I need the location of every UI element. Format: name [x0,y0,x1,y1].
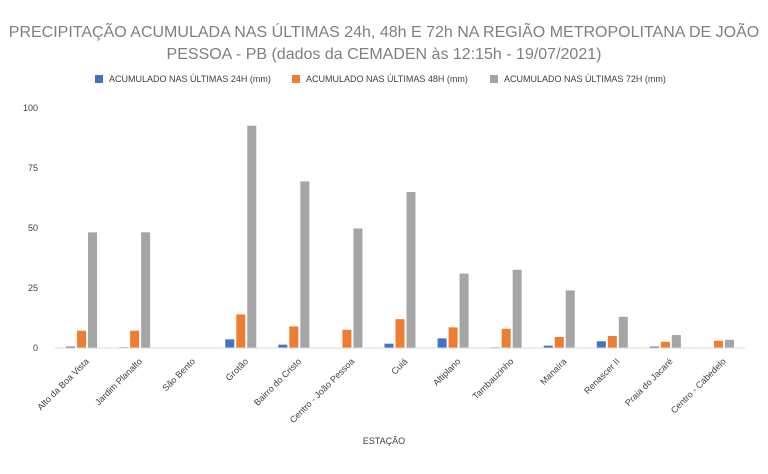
bar [300,181,310,348]
bar [596,341,606,348]
legend-label-24h: ACUMULADO NAS ÚLTIMAS 24H (mm) [109,74,271,84]
legend-label-72h: ACUMULADO NAS ÚLTIMAS 72H (mm) [504,74,666,84]
bar [543,345,553,348]
bar [88,232,98,348]
bar [713,340,723,348]
bar [554,336,564,348]
bar [649,346,659,348]
bar [395,319,405,348]
bar [141,232,151,348]
bar [501,328,511,348]
x-tick-label: Praia do Jacaré [623,356,675,408]
x-tick-label: Altiplano [431,356,462,387]
bar [225,339,235,348]
x-tick-label: Alto da Boa Vista [35,356,91,412]
x-tick-label: Bairro do Cristo [252,356,303,407]
bar [512,269,522,348]
chart-legend: ACUMULADO NAS ÚLTIMAS 24H (mm) ACUMULADO… [0,74,768,90]
x-tick-label: Tambauzinho [471,356,516,401]
x-tick-label: Grotão [224,356,251,383]
bar [342,329,352,348]
bar [130,330,140,348]
x-tick-label: Centro - Cabedelo [669,356,728,415]
y-tick-label: 100 [23,103,38,113]
bar [384,343,394,348]
chart-title-line-1: PRECIPITAÇÃO ACUMULADA NAS ÚLTIMAS 24h, … [8,24,760,41]
bar [77,330,87,348]
bar [671,335,681,348]
bar [660,341,670,348]
legend-item-24h: ACUMULADO NAS ÚLTIMAS 24H (mm) [95,74,271,84]
bar [66,346,76,348]
x-tick-label: São Bento [160,356,197,393]
legend-item-72h: ACUMULADO NAS ÚLTIMAS 72H (mm) [490,74,666,84]
legend-swatch-48h [292,75,300,83]
x-tick-label: Jardim Planalto [93,356,144,407]
x-axis-title: ESTAÇÃO [362,436,406,446]
x-tick-label: Renascer II [582,356,622,396]
bar [459,273,469,348]
legend-swatch-24h [95,75,103,83]
chart-title-line-2: PESSOA - PB (dados da CEMADEN às 12:15h … [166,46,602,63]
bar [724,339,734,348]
bar [565,290,575,348]
chart-title: PRECIPITAÇÃO ACUMULADA NAS ÚLTIMAS 24h, … [0,22,768,66]
legend-item-48h: ACUMULADO NAS ÚLTIMAS 48H (mm) [292,74,468,84]
y-tick-label: 50 [28,223,38,233]
x-tick-label: Manaíra [538,356,568,386]
bar [437,338,447,348]
bar [406,192,416,348]
y-tick-label: 25 [28,283,38,293]
bar [236,314,246,348]
bar [448,327,458,348]
bar [618,316,628,348]
legend-label-48h: ACUMULADO NAS ÚLTIMAS 48H (mm) [306,74,468,84]
x-tick-label: Cuiá [389,356,409,376]
bar [278,344,288,348]
y-tick-label: 75 [28,163,38,173]
bar [247,125,257,348]
bar [607,336,617,348]
bar [353,228,363,348]
y-tick-label: 0 [33,343,38,353]
legend-swatch-72h [490,75,498,83]
bar [289,326,299,348]
